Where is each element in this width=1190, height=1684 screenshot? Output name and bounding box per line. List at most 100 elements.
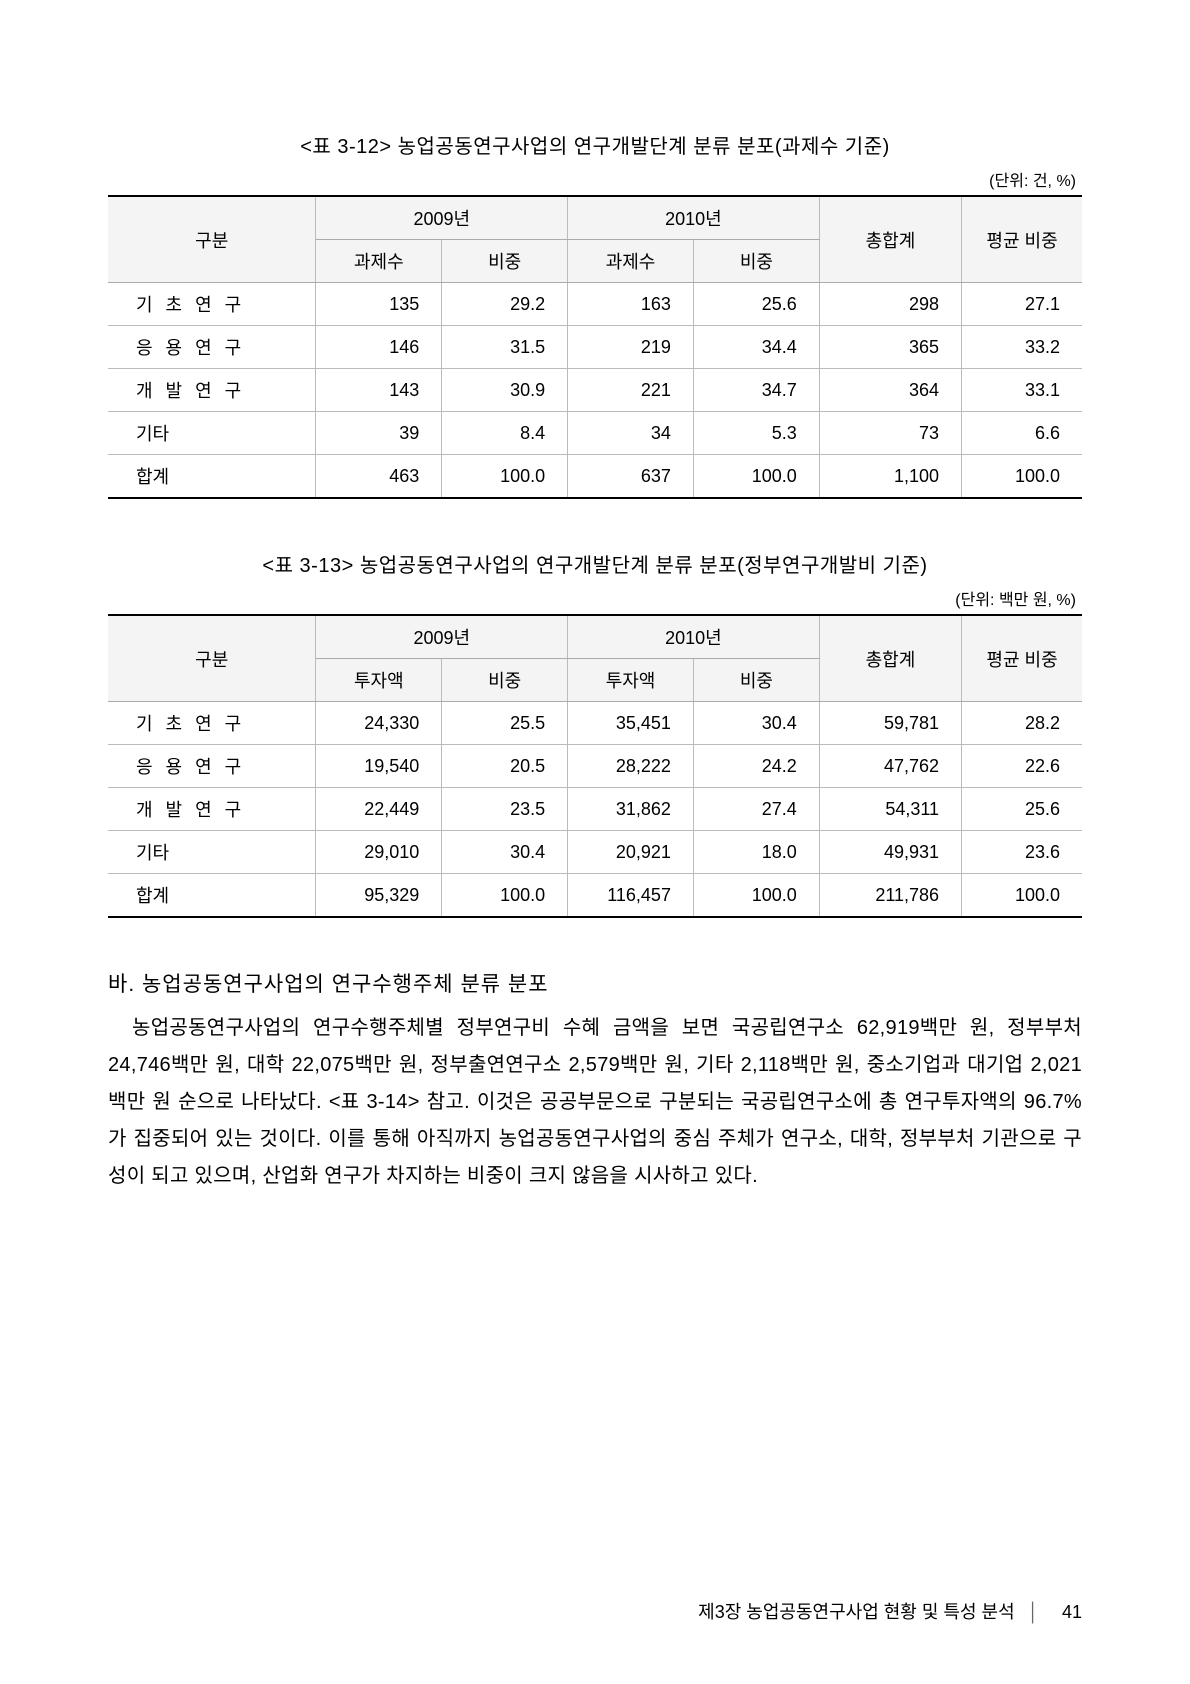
cell-total: 1,100 — [819, 455, 961, 499]
cell-ratio: 18.0 — [693, 831, 819, 874]
cell-val: 19,540 — [316, 745, 442, 788]
table1-body: 기 초 연 구13529.216325.629827.1응 용 연 구14631… — [108, 283, 1082, 499]
th-amount-09: 투자액 — [316, 659, 442, 702]
cell-ratio: 31.5 — [442, 326, 568, 369]
table-3-13: <표 3-13> 농업공동연구사업의 연구개발단계 분류 분포(정부연구개발비 … — [108, 549, 1082, 918]
cell-total: 73 — [819, 412, 961, 455]
cell-ratio: 34.4 — [693, 326, 819, 369]
cell-avg: 33.1 — [962, 369, 1082, 412]
cell-ratio: 20.5 — [442, 745, 568, 788]
th-category: 구분 — [108, 196, 316, 283]
cell-category: 응 용 연 구 — [108, 326, 316, 369]
cell-ratio: 25.5 — [442, 702, 568, 745]
cell-val: 146 — [316, 326, 442, 369]
cell-val: 221 — [568, 369, 694, 412]
footer-separator: │ — [1028, 1602, 1039, 1622]
table-row: 기타29,01030.420,92118.049,93123.6 — [108, 831, 1082, 874]
section-body: 농업공동연구사업의 연구수행주체별 정부연구비 수혜 금액을 보면 국공립연구소… — [108, 1010, 1082, 1195]
cell-ratio: 30.9 — [442, 369, 568, 412]
th-2010: 2010년 — [568, 615, 820, 659]
th-2010: 2010년 — [568, 196, 820, 240]
cell-ratio: 29.2 — [442, 283, 568, 326]
cell-ratio: 100.0 — [442, 455, 568, 499]
cell-ratio: 100.0 — [693, 874, 819, 918]
cell-total: 47,762 — [819, 745, 961, 788]
section-heading: 바. 농업공동연구사업의 연구수행주체 분류 분포 — [108, 968, 1082, 998]
th-total: 총합계 — [819, 615, 961, 702]
cell-ratio: 25.6 — [693, 283, 819, 326]
cell-val: 29,010 — [316, 831, 442, 874]
th-count-09: 과제수 — [316, 240, 442, 283]
th-category: 구분 — [108, 615, 316, 702]
cell-category: 기 초 연 구 — [108, 283, 316, 326]
th-amount-10: 투자액 — [568, 659, 694, 702]
cell-ratio: 24.2 — [693, 745, 819, 788]
table-unit: (단위: 백만 원, %) — [108, 586, 1082, 610]
th-ratio-10: 비중 — [693, 240, 819, 283]
cell-ratio: 27.4 — [693, 788, 819, 831]
cell-val: 135 — [316, 283, 442, 326]
cell-val: 20,921 — [568, 831, 694, 874]
cell-val: 24,330 — [316, 702, 442, 745]
table-title: <표 3-13> 농업공동연구사업의 연구개발단계 분류 분포(정부연구개발비 … — [108, 549, 1082, 578]
table-row: 합계463100.0637100.01,100100.0 — [108, 455, 1082, 499]
cell-val: 35,451 — [568, 702, 694, 745]
cell-val: 463 — [316, 455, 442, 499]
cell-category: 개 발 연 구 — [108, 788, 316, 831]
cell-category: 개 발 연 구 — [108, 369, 316, 412]
table-title: <표 3-12> 농업공동연구사업의 연구개발단계 분류 분포(과제수 기준) — [108, 130, 1082, 159]
table-3-13-table: 구분 2009년 2010년 총합계 평균 비중 투자액 비중 투자액 비중 기… — [108, 614, 1082, 918]
footer-chapter: 제3장 농업공동연구사업 현황 및 특성 분석 — [698, 1602, 1015, 1622]
table-row: 개 발 연 구22,44923.531,86227.454,31125.6 — [108, 788, 1082, 831]
cell-total: 49,931 — [819, 831, 961, 874]
footer-page: 41 — [1062, 1602, 1082, 1622]
cell-ratio: 8.4 — [442, 412, 568, 455]
table-row: 기 초 연 구24,33025.535,45130.459,78128.2 — [108, 702, 1082, 745]
cell-ratio: 23.5 — [442, 788, 568, 831]
cell-ratio: 100.0 — [693, 455, 819, 499]
cell-avg: 25.6 — [962, 788, 1082, 831]
th-2009: 2009년 — [316, 196, 568, 240]
cell-val: 219 — [568, 326, 694, 369]
table-unit: (단위: 건, %) — [108, 167, 1082, 191]
cell-ratio: 100.0 — [442, 874, 568, 918]
cell-ratio: 30.4 — [442, 831, 568, 874]
cell-val: 22,449 — [316, 788, 442, 831]
cell-total: 59,781 — [819, 702, 961, 745]
cell-avg: 28.2 — [962, 702, 1082, 745]
th-ratio-09: 비중 — [442, 659, 568, 702]
cell-val: 116,457 — [568, 874, 694, 918]
table-row: 응 용 연 구14631.521934.436533.2 — [108, 326, 1082, 369]
cell-avg: 22.6 — [962, 745, 1082, 788]
cell-ratio: 30.4 — [693, 702, 819, 745]
table-3-12: <표 3-12> 농업공동연구사업의 연구개발단계 분류 분포(과제수 기준) … — [108, 130, 1082, 499]
table-row: 기 초 연 구13529.216325.629827.1 — [108, 283, 1082, 326]
table-row: 개 발 연 구14330.922134.736433.1 — [108, 369, 1082, 412]
cell-avg: 33.2 — [962, 326, 1082, 369]
table-row: 기타398.4345.3736.6 — [108, 412, 1082, 455]
table-row: 합계95,329100.0116,457100.0211,786100.0 — [108, 874, 1082, 918]
cell-val: 143 — [316, 369, 442, 412]
cell-category: 응 용 연 구 — [108, 745, 316, 788]
cell-avg: 27.1 — [962, 283, 1082, 326]
cell-val: 95,329 — [316, 874, 442, 918]
cell-avg: 6.6 — [962, 412, 1082, 455]
cell-ratio: 34.7 — [693, 369, 819, 412]
cell-val: 39 — [316, 412, 442, 455]
cell-category: 기 초 연 구 — [108, 702, 316, 745]
cell-total: 364 — [819, 369, 961, 412]
cell-ratio: 5.3 — [693, 412, 819, 455]
cell-total: 211,786 — [819, 874, 961, 918]
cell-category: 합계 — [108, 874, 316, 918]
cell-val: 637 — [568, 455, 694, 499]
cell-avg: 100.0 — [962, 874, 1082, 918]
cell-total: 54,311 — [819, 788, 961, 831]
page-footer: 제3장 농업공동연구사업 현황 및 특성 분석 │ 41 — [698, 1598, 1082, 1624]
cell-category: 기타 — [108, 412, 316, 455]
th-2009: 2009년 — [316, 615, 568, 659]
cell-avg: 100.0 — [962, 455, 1082, 499]
cell-val: 34 — [568, 412, 694, 455]
cell-avg: 23.6 — [962, 831, 1082, 874]
cell-category: 기타 — [108, 831, 316, 874]
cell-val: 31,862 — [568, 788, 694, 831]
